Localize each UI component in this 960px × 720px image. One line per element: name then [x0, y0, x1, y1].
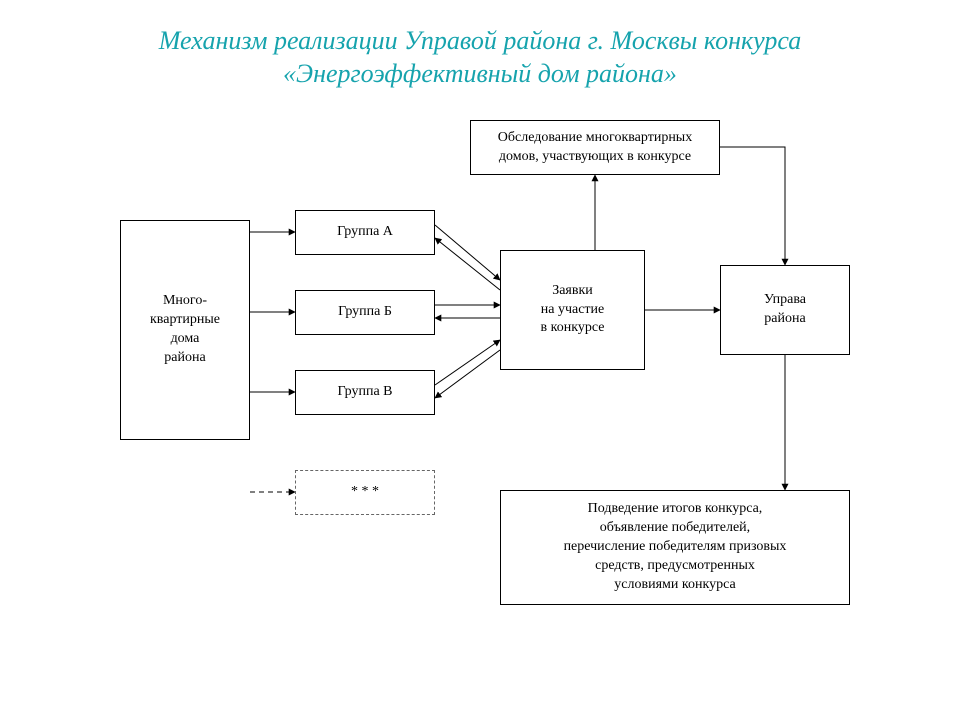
- node-uprava: Управарайона: [720, 265, 850, 355]
- node-groupA: Группа А: [295, 210, 435, 255]
- node-groupC: Группа В: [295, 370, 435, 415]
- edge: [435, 350, 500, 398]
- node-zayavki: Заявкина участиев конкурсе: [500, 250, 645, 370]
- node-asterisk: * * *: [295, 470, 435, 515]
- node-results: Подведение итогов конкурса,объявление по…: [500, 490, 850, 605]
- node-survey: Обследование многоквартирных домов, учас…: [470, 120, 720, 175]
- node-source: Много-квартирныедомарайона: [120, 220, 250, 440]
- edge: [720, 147, 785, 265]
- edge: [435, 340, 500, 385]
- title-line-1: Механизм реализации Управой района г. Мо…: [80, 25, 880, 58]
- diagram-canvas: Много-квартирныедомарайона Группа А Группа…: [0, 90, 960, 670]
- edge: [435, 238, 500, 290]
- title-line-2: «Энергоэффективный дом района»: [80, 58, 880, 91]
- node-groupB: Группа Б: [295, 290, 435, 335]
- page-title: Механизм реализации Управой района г. Мо…: [0, 0, 960, 90]
- edge: [435, 225, 500, 280]
